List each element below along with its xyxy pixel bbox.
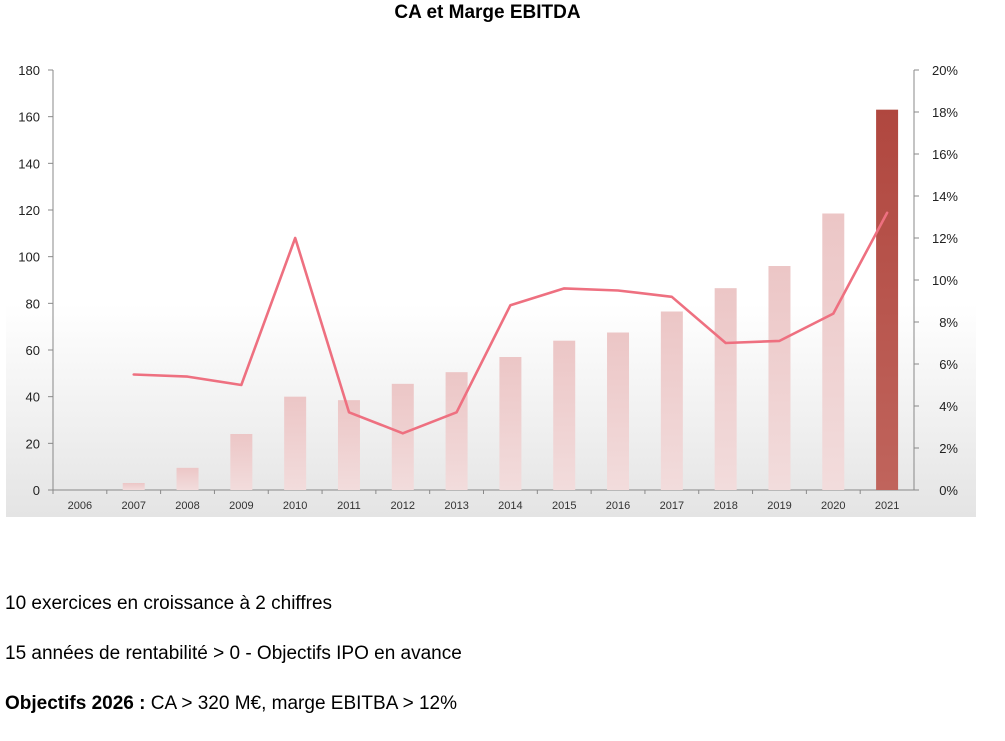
bar	[445, 372, 468, 490]
right-tick-label: 16%	[932, 147, 958, 162]
bar	[768, 266, 791, 490]
x-tick-label: 2021	[875, 500, 899, 512]
bar	[391, 383, 414, 490]
right-tick-label: 18%	[932, 105, 958, 120]
bar	[553, 340, 576, 490]
x-tick-label: 2011	[337, 500, 361, 512]
x-tick-label: 2016	[606, 500, 630, 512]
bar	[337, 400, 360, 490]
right-tick-label: 20%	[932, 63, 958, 78]
right-tick-label: 10%	[932, 273, 958, 288]
right-tick-label: 8%	[939, 315, 958, 330]
note-objectives-label: Objectifs 2026 :	[5, 693, 146, 714]
bar	[660, 311, 683, 490]
bar	[607, 332, 630, 490]
left-tick-label: 40	[26, 390, 40, 405]
note-profitability: 15 années de rentabilité > 0 - Objectifs…	[5, 643, 462, 664]
x-tick-label: 2007	[121, 500, 145, 512]
left-tick-label: 160	[18, 110, 40, 125]
x-tick-label: 2018	[713, 500, 737, 512]
chart-title: CA et Marge EBITDA	[394, 2, 581, 23]
x-tick-label: 2020	[821, 500, 845, 512]
ebitda-margin-line	[132, 211, 889, 435]
right-tick-label: 4%	[939, 399, 958, 414]
note-objectives: Objectifs 2026 : CA > 320 M€, marge EBIT…	[5, 693, 457, 715]
left-tick-label: 140	[18, 156, 40, 171]
left-tick-label: 60	[26, 343, 40, 358]
x-tick-label: 2012	[391, 500, 415, 512]
left-tick-label: 100	[18, 250, 40, 265]
bar	[822, 213, 845, 490]
x-tick-label: 2013	[444, 500, 468, 512]
bar	[122, 483, 145, 490]
left-tick-label: 180	[18, 63, 40, 78]
left-tick-label: 120	[18, 203, 40, 218]
bar	[176, 467, 199, 490]
bar	[499, 357, 522, 490]
note-objectives-text: CA > 320 M€, marge EBITBA > 12%	[145, 693, 458, 714]
x-tick-label: 2017	[660, 500, 684, 512]
right-tick-label: 14%	[932, 189, 958, 204]
x-tick-label: 2008	[175, 500, 199, 512]
right-tick-label: 12%	[932, 231, 958, 246]
x-tick-label: 2014	[498, 500, 522, 512]
bar	[230, 434, 253, 490]
bar	[714, 288, 737, 490]
left-tick-label: 0	[33, 483, 40, 498]
line-series	[132, 211, 889, 435]
x-tick-label: 2015	[552, 500, 576, 512]
left-tick-label: 20	[26, 436, 40, 451]
x-tick-label: 2019	[767, 500, 791, 512]
bar-highlight	[876, 109, 899, 491]
x-tick-label: 2010	[283, 500, 307, 512]
right-tick-label: 0%	[939, 483, 958, 498]
chart-background	[6, 42, 976, 517]
x-tick-label: 2009	[229, 500, 253, 512]
left-tick-label: 80	[26, 296, 40, 311]
bar	[284, 396, 307, 490]
note-growth: 10 exercices en croissance à 2 chiffres	[5, 593, 333, 614]
tick-labels: 0 20 40 60 80 100 120 140 160 180 0% 2% 4% 6% 8% 10% 12%…	[18, 63, 958, 512]
x-tick-label: 2006	[68, 500, 92, 512]
right-tick-label: 2%	[939, 441, 958, 456]
right-tick-label: 6%	[939, 357, 958, 372]
